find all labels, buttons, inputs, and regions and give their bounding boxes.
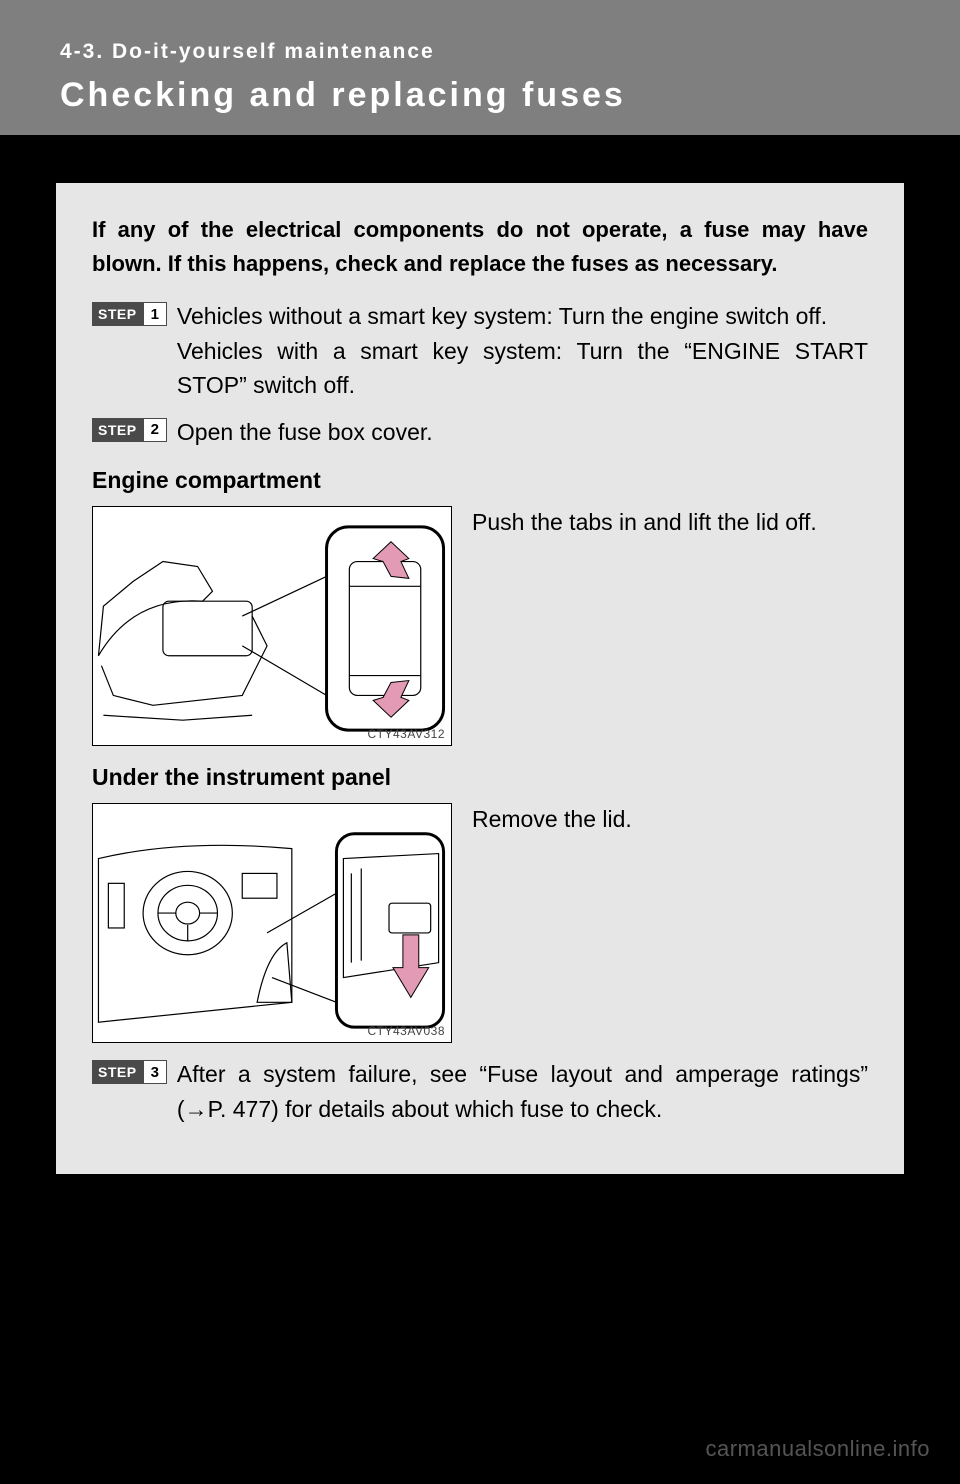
step-2-text: Open the fuse box cover.: [177, 415, 433, 450]
step-badge-2: STEP 2: [92, 418, 167, 442]
page-title: Checking and replacing fuses: [60, 76, 900, 115]
panel-illustration: [93, 804, 451, 1042]
step-label: STEP: [92, 1060, 143, 1084]
step-1-line2: Vehicles with a smart key system: Turn t…: [177, 334, 868, 403]
section-label: 4-3. Do-it-yourself maintenance: [60, 40, 900, 64]
step-label: STEP: [92, 418, 143, 442]
panel-image-code: CTY43AV038: [368, 1024, 446, 1038]
step-number: 1: [143, 302, 167, 326]
watermark: carmanualsonline.info: [705, 1436, 930, 1462]
panel-heading: Under the instrument panel: [92, 764, 868, 791]
step-number: 2: [143, 418, 167, 442]
step-1-text: Vehicles without a smart key system: Tur…: [177, 299, 868, 403]
engine-illustration: [93, 507, 451, 745]
step-badge-3: STEP 3: [92, 1060, 167, 1084]
step-1: STEP 1 Vehicles without a smart key syst…: [92, 299, 868, 403]
panel-figure-row: CTY43AV038 Remove the lid.: [92, 803, 868, 1043]
step-3: STEP 3 After a system failure, see “Fuse…: [92, 1057, 868, 1126]
content-box: If any of the electrical components do n…: [56, 183, 904, 1174]
step-number: 3: [143, 1060, 167, 1084]
engine-figure: CTY43AV312: [92, 506, 452, 746]
step-badge-1: STEP 1: [92, 302, 167, 326]
engine-figure-row: CTY43AV312 Push the tabs in and lift the…: [92, 506, 868, 746]
panel-caption: Remove the lid.: [472, 803, 632, 836]
header-band: 4-3. Do-it-yourself maintenance Checking…: [0, 0, 960, 135]
intro-text: If any of the electrical components do n…: [92, 213, 868, 281]
engine-caption: Push the tabs in and lift the lid off.: [472, 506, 817, 539]
step-1-line1: Vehicles without a smart key system: Tur…: [177, 299, 868, 334]
engine-image-code: CTY43AV312: [368, 727, 446, 741]
panel-figure: CTY43AV038: [92, 803, 452, 1043]
step-2: STEP 2 Open the fuse box cover.: [92, 415, 868, 450]
step-3-text: After a system failure, see “Fuse layout…: [177, 1057, 868, 1126]
engine-heading: Engine compartment: [92, 467, 868, 494]
step-label: STEP: [92, 302, 143, 326]
